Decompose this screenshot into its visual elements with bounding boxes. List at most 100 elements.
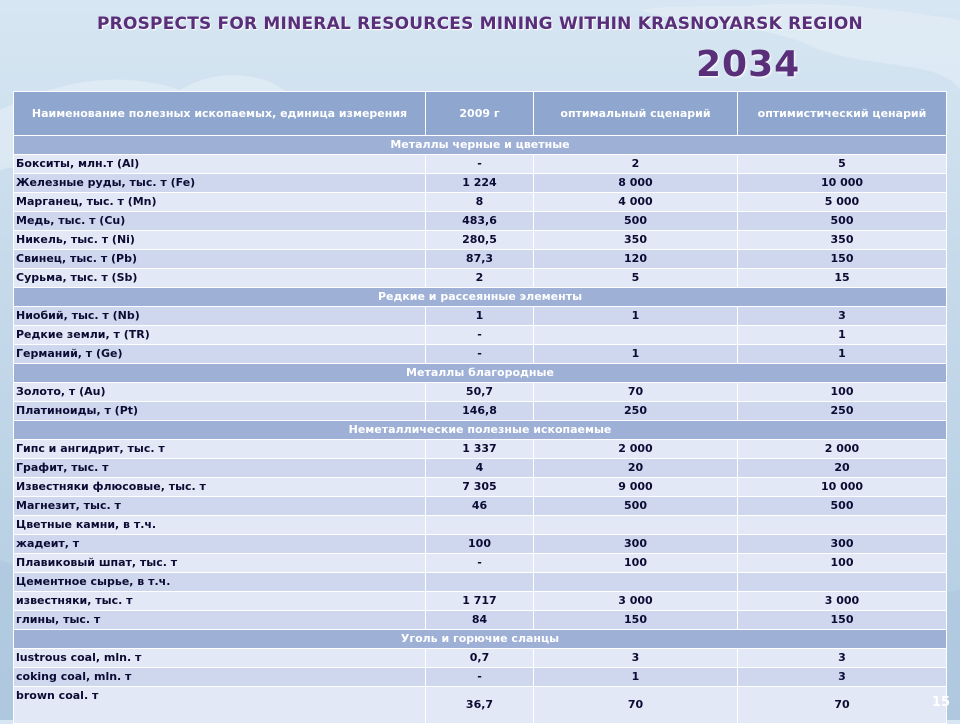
cell-resource-name: Цементное сырье, в т.ч. bbox=[13, 572, 426, 592]
cell-optimal-value: 1 bbox=[533, 344, 738, 364]
cell-resource-name: Марганец, тыс. т (Mn) bbox=[13, 192, 426, 212]
cell-optimal-value: 300 bbox=[533, 534, 738, 554]
cell-resource-name: известняки, тыс. т bbox=[13, 591, 426, 611]
cell-2009-value: - bbox=[425, 553, 534, 573]
cell-optimistic-value: 100 bbox=[737, 382, 947, 402]
cell-resource-name: Сурьма, тыс. т (Sb) bbox=[13, 268, 426, 288]
table-row: Платиноиды, т (Pt) 146,8 250 250 bbox=[13, 401, 947, 421]
cell-2009-value: - bbox=[425, 344, 534, 364]
cell-resource-name: Бокситы, млн.т (Al) bbox=[13, 154, 426, 174]
cell-optimistic-value bbox=[737, 515, 947, 535]
cell-optimistic-value: 300 bbox=[737, 534, 947, 554]
table-row: глины, тыс. т 84 150 150 bbox=[13, 610, 947, 630]
cell-optimal-value: 500 bbox=[533, 211, 738, 231]
table-row: жадеит, т 100 300 300 bbox=[13, 534, 947, 554]
section-label: Металлы благородные bbox=[13, 363, 947, 383]
section-header-row: Редкие и рассеянные элементы bbox=[13, 287, 947, 307]
cell-optimistic-value: 3 000 bbox=[737, 591, 947, 611]
cell-2009-value: 50,7 bbox=[425, 382, 534, 402]
section-label: Металлы черные и цветные bbox=[13, 135, 947, 155]
table-row: Магнезит, тыс. т 46 500 500 bbox=[13, 496, 947, 516]
header-optimal-scenario: оптимальный сценарий bbox=[533, 91, 738, 136]
cell-optimistic-value: 2 000 bbox=[737, 439, 947, 459]
cell-optimal-value: 1 bbox=[533, 667, 738, 687]
cell-optimal-value: 2 bbox=[533, 154, 738, 174]
cell-2009-value: 1 bbox=[425, 306, 534, 326]
cell-2009-value: 8 bbox=[425, 192, 534, 212]
cell-optimistic-value: 100 bbox=[737, 553, 947, 573]
section-label: Уголь и горючие сланцы bbox=[13, 629, 947, 649]
table-row: Редкие земли, т (TR) - 1 bbox=[13, 325, 947, 345]
cell-optimistic-value: 350 bbox=[737, 230, 947, 250]
cell-resource-name: Магнезит, тыс. т bbox=[13, 496, 426, 516]
cell-2009-value: 7 305 bbox=[425, 477, 534, 497]
cell-optimistic-value: 3 bbox=[737, 667, 947, 687]
cell-optimistic-value: 5 000 bbox=[737, 192, 947, 212]
cell-optimistic-value: 15 bbox=[737, 268, 947, 288]
table-row: Свинец, тыс. т (Pb) 87,3 120 150 bbox=[13, 249, 947, 269]
cell-resource-name: Платиноиды, т (Pt) bbox=[13, 401, 426, 421]
cell-resource-name: Известняки флюсовые, тыс. т bbox=[13, 477, 426, 497]
cell-2009-value bbox=[425, 572, 534, 592]
cell-optimal-value: 3 bbox=[533, 648, 738, 668]
header-optimistic-scenario: оптимистический ценарий bbox=[737, 91, 947, 136]
cell-optimal-value: 500 bbox=[533, 496, 738, 516]
cell-optimistic-value: 10 000 bbox=[737, 477, 947, 497]
cell-resource-name: Золото, т (Au) bbox=[13, 382, 426, 402]
slide-title: PROSPECTS FOR MINERAL RESOURCES MINING W… bbox=[97, 14, 863, 34]
cell-resource-name: Графит, тыс. т bbox=[13, 458, 426, 478]
cell-optimistic-value: 1 bbox=[737, 325, 947, 345]
cell-optimistic-value: 150 bbox=[737, 610, 947, 630]
cell-resource-name: Никель, тыс. т (Ni) bbox=[13, 230, 426, 250]
cell-optimal-value: 100 bbox=[533, 553, 738, 573]
cell-2009-value: 1 717 bbox=[425, 591, 534, 611]
cell-optimistic-value: 500 bbox=[737, 496, 947, 516]
cell-optimal-value: 250 bbox=[533, 401, 738, 421]
mineral-resources-table: Наименование полезных ископаемых, единиц… bbox=[13, 91, 947, 724]
cell-2009-value: 4 bbox=[425, 458, 534, 478]
cell-resource-name: Медь, тыс. т (Cu) bbox=[13, 211, 426, 231]
cell-resource-name: brown coal. т bbox=[13, 686, 426, 724]
cell-optimal-value: 350 bbox=[533, 230, 738, 250]
cell-optimal-value bbox=[533, 325, 738, 345]
cell-optimistic-value: 5 bbox=[737, 154, 947, 174]
cell-2009-value: 100 bbox=[425, 534, 534, 554]
table-row: Марганец, тыс. т (Mn) 8 4 000 5 000 bbox=[13, 192, 947, 212]
cell-resource-name: coking coal, mln. т bbox=[13, 667, 426, 687]
cell-resource-name: Свинец, тыс. т (Pb) bbox=[13, 249, 426, 269]
cell-resource-name: Цветные камни, в т.ч. bbox=[13, 515, 426, 535]
section-header-row: Металлы черные и цветные bbox=[13, 135, 947, 155]
section-header-row: Металлы благородные bbox=[13, 363, 947, 383]
cell-2009-value: 1 224 bbox=[425, 173, 534, 193]
cell-optimistic-value: 70 bbox=[737, 686, 947, 724]
table-row: Железные руды, тыс. т (Fe) 1 224 8 000 10 0… bbox=[13, 173, 947, 193]
cell-optimal-value bbox=[533, 572, 738, 592]
table-row: Медь, тыс. т (Cu) 483,6 500 500 bbox=[13, 211, 947, 231]
cell-resource-name: Редкие земли, т (TR) bbox=[13, 325, 426, 345]
table-header-row: Наименование полезных ископаемых, единиц… bbox=[13, 91, 947, 136]
table-body: Металлы черные и цветные Бокситы, млн.т (… bbox=[13, 135, 947, 724]
table-row: Цветные камни, в т.ч. bbox=[13, 515, 947, 535]
table-row: Ниобий, тыс. т (Nb) 1 1 3 bbox=[13, 306, 947, 326]
cell-2009-value: 280,5 bbox=[425, 230, 534, 250]
cell-optimistic-value bbox=[737, 572, 947, 592]
cell-2009-value: 36,7 bbox=[425, 686, 534, 724]
table-row: Плавиковый шпат, тыс. т -100 100 bbox=[13, 553, 947, 573]
cell-optimal-value: 3 000 bbox=[533, 591, 738, 611]
table-row: Сурьма, тыс. т (Sb) 2 5 15 bbox=[13, 268, 947, 288]
cell-resource-name: Ниобий, тыс. т (Nb) bbox=[13, 306, 426, 326]
cell-2009-value: 84 bbox=[425, 610, 534, 630]
cell-optimistic-value: 250 bbox=[737, 401, 947, 421]
cell-optimistic-value: 3 bbox=[737, 648, 947, 668]
cell-optimal-value: 70 bbox=[533, 382, 738, 402]
cell-2009-value: 0,7 bbox=[425, 648, 534, 668]
cell-optimal-value: 4 000 bbox=[533, 192, 738, 212]
table-row: Графит, тыс. т 4 20 20 bbox=[13, 458, 947, 478]
cell-optimal-value: 120 bbox=[533, 249, 738, 269]
cell-resource-name: Германий, т (Ge) bbox=[13, 344, 426, 364]
page-number: 15 bbox=[931, 695, 950, 710]
